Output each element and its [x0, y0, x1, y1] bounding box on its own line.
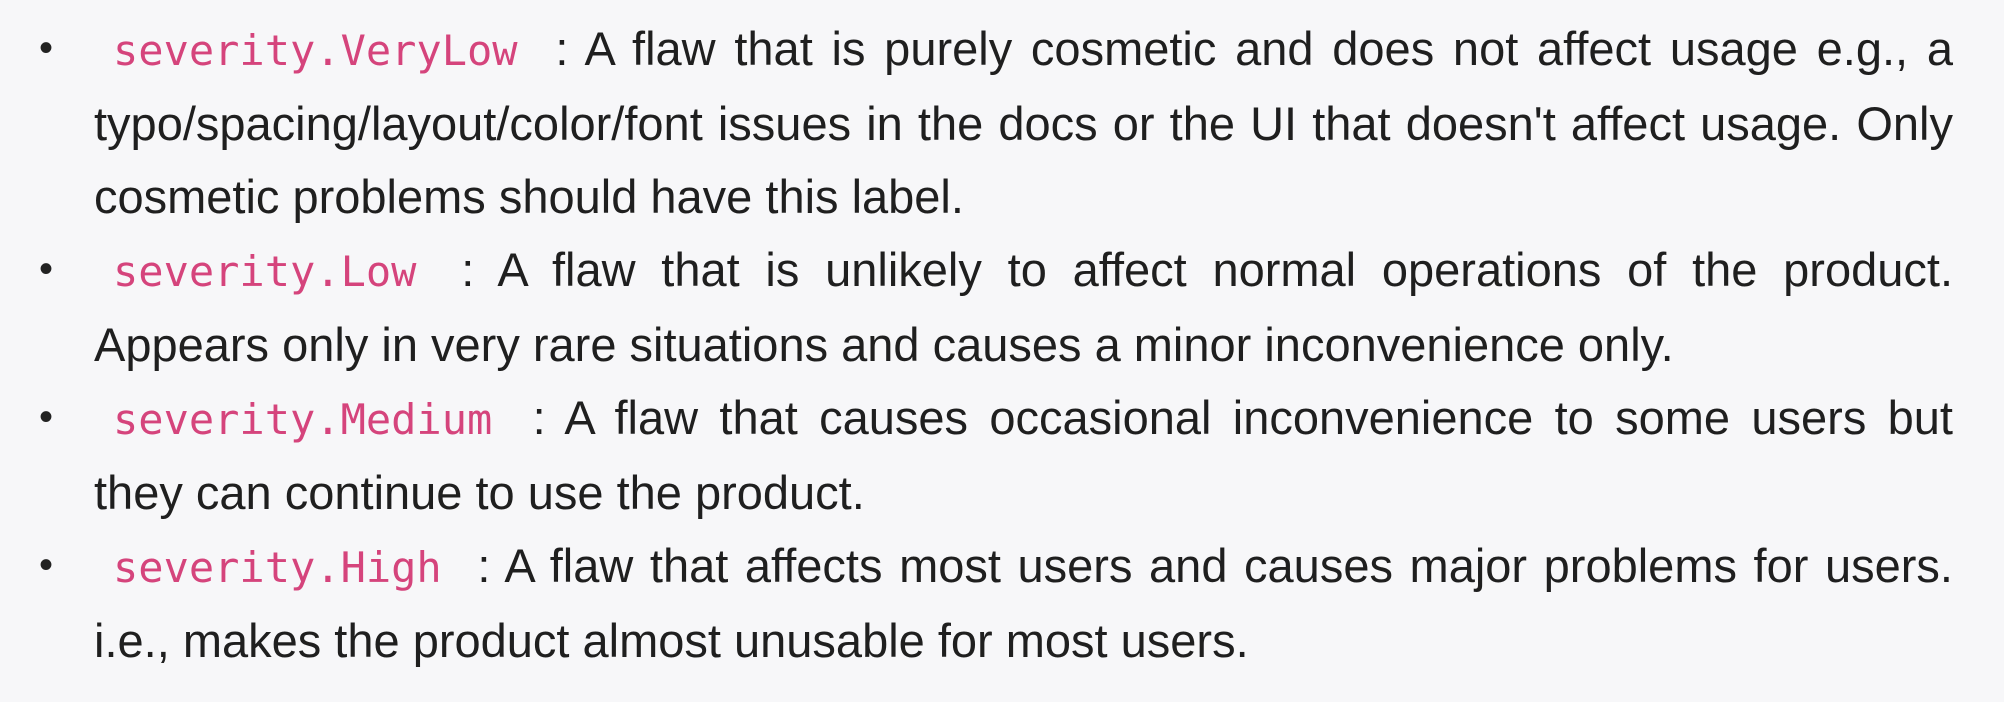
bullet-icon: •	[39, 247, 54, 291]
severity-item-high: • severity.High : A flaw that affects mo…	[0, 529, 2004, 677]
severity-description-high: : A flaw that affects most users and cau…	[94, 539, 1953, 667]
severity-levels-list: • severity.VeryLow : A flaw that is pure…	[0, 12, 2004, 677]
severity-item-low: • severity.Low : A flaw that is unlikely…	[0, 233, 2004, 381]
severity-description-medium: : A flaw that causes occasional inconven…	[94, 391, 1953, 519]
severity-code-low: severity.Low	[113, 247, 417, 296]
bullet-icon: •	[39, 395, 54, 439]
severity-description-verylow: : A flaw that is purely cosmetic and doe…	[94, 22, 1953, 223]
severity-item-medium: • severity.Medium : A flaw that causes o…	[0, 381, 2004, 529]
severity-item-verylow: • severity.VeryLow : A flaw that is pure…	[0, 12, 2004, 233]
severity-code-verylow: severity.VeryLow	[113, 26, 518, 75]
bullet-icon: •	[39, 543, 54, 587]
severity-code-high: severity.High	[113, 543, 442, 592]
bullet-icon: •	[39, 26, 54, 70]
severity-description-low: : A flaw that is unlikely to affect norm…	[94, 243, 1953, 371]
severity-code-medium: severity.Medium	[113, 395, 493, 444]
